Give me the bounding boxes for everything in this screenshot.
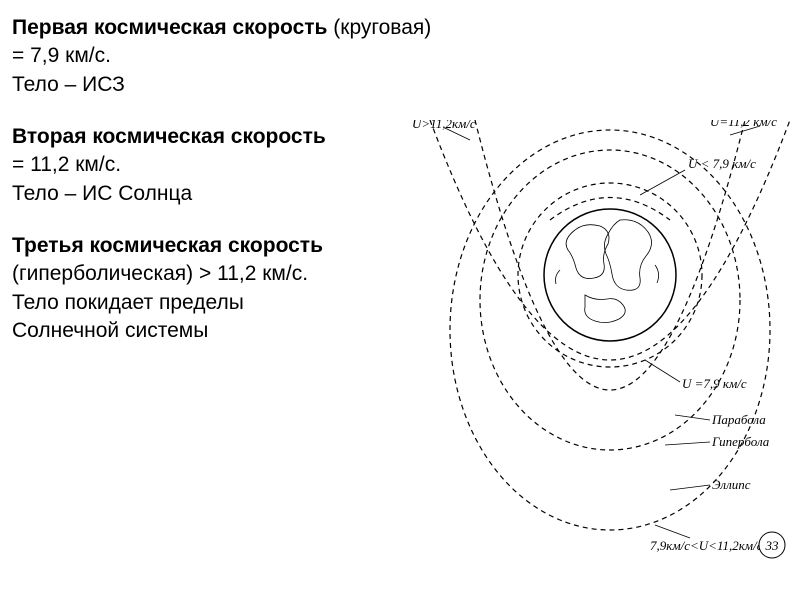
- s2-title: Вторая космическая скорость: [12, 125, 326, 148]
- label-u-eq-112: U=11,2 км/с: [710, 120, 777, 129]
- s3-paren: (гиперболическая): [12, 262, 193, 285]
- s1-paren: (круговая): [333, 16, 431, 39]
- label-u-gt-112: U>11,2км/с: [412, 120, 476, 131]
- s1-title: Первая космическая скорость: [12, 16, 327, 39]
- label-u-eq-79: U =7,9 км/с: [682, 376, 747, 391]
- leader-u-eq-79: [645, 360, 680, 382]
- leader-hyperbola: [665, 442, 710, 445]
- s3-title: Третья космическая скорость: [12, 234, 323, 257]
- text-block: Первая космическая скорость (круговая) =…: [12, 14, 432, 369]
- leader-range: [655, 525, 690, 538]
- section-1: Первая космическая скорость (круговая) =…: [12, 14, 432, 99]
- section-3: Третья космическая скорость (гиперболиче…: [12, 232, 432, 345]
- leader-u-lt-79: [640, 170, 685, 195]
- label-hyperbola: Гипербола: [711, 434, 770, 449]
- s2-body: Тело – ИС Солнца: [12, 182, 192, 205]
- earth-globe: [544, 209, 676, 341]
- page-number: 33: [765, 538, 780, 553]
- s3-body2: Солнечной системы: [12, 319, 208, 342]
- s2-val: = 11,2 км/с.: [12, 153, 121, 176]
- orbit-diagram: U>11,2км/с U=11,2 км/с U < 7,9 км/с U =7…: [410, 120, 790, 560]
- s3-body1: Тело покидает пределы: [12, 291, 244, 314]
- label-u-lt-79: U < 7,9 км/с: [688, 156, 756, 171]
- label-ellipse: Эллипс: [712, 477, 751, 492]
- section-2: Вторая космическая скорость = 11,2 км/с.…: [12, 123, 432, 208]
- s1-val: = 7,9 км/с.: [12, 44, 111, 67]
- s3-val: > 11,2 км/с.: [199, 262, 308, 285]
- label-parabola: Парабола: [711, 412, 766, 427]
- leader-ellipse: [670, 485, 710, 490]
- label-range: 7,9км/с<U<11,2км/с: [650, 538, 763, 553]
- s1-body: Тело – ИСЗ: [12, 73, 125, 96]
